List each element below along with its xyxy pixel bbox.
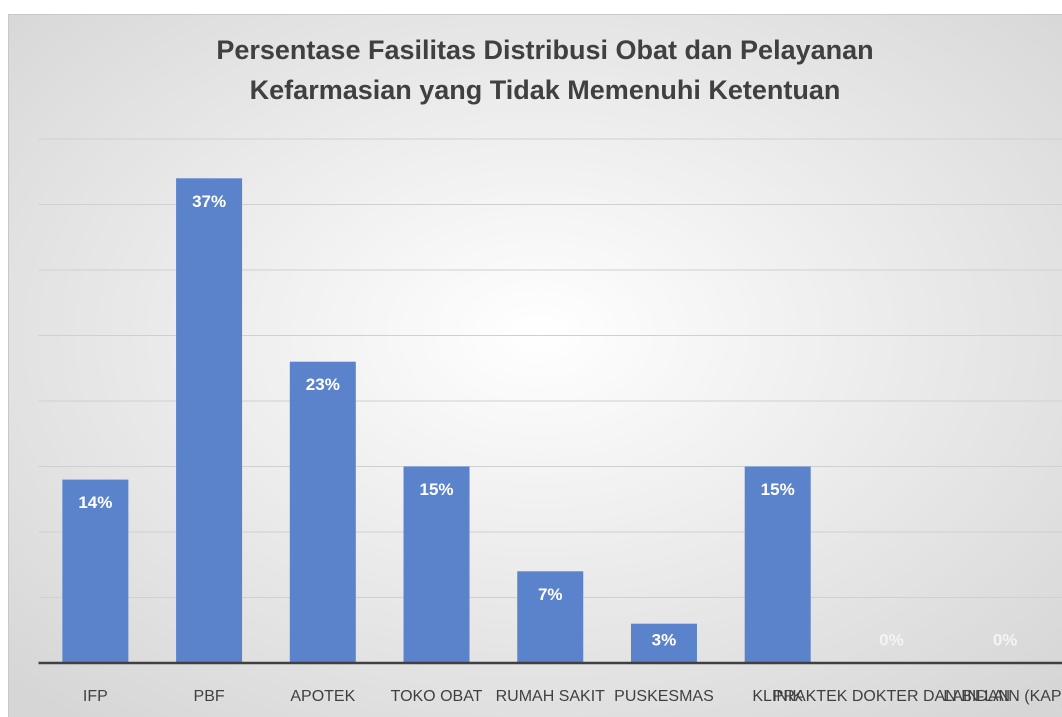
data-label: 23% — [306, 375, 340, 394]
bar — [517, 571, 584, 663]
data-label: 0% — [993, 630, 1018, 649]
x-tick-label: TOKO OBAT — [391, 688, 483, 705]
bar — [176, 178, 243, 664]
x-tick-label: RUMAH SAKIT — [496, 688, 606, 705]
x-tick-label: PRAKTEK DOKTER DAN BIDAN — [773, 688, 1010, 705]
data-label: 15% — [761, 480, 795, 499]
data-label: 14% — [78, 493, 112, 512]
data-label: 7% — [538, 585, 563, 604]
bar — [403, 466, 470, 663]
x-tick-label: KLINIK — [752, 688, 803, 705]
x-tick-label: IFP — [83, 688, 108, 705]
bar — [289, 361, 356, 663]
data-label: 15% — [420, 480, 454, 499]
data-label: 0% — [879, 630, 904, 649]
x-tick-label: APOTEK — [290, 688, 355, 705]
bar — [630, 623, 697, 663]
plot: 14% IFP 37% PBF 23% APOTEK 15% TOKO OBAT 7% RUMAH… — [38, 138, 1062, 705]
chart-title: Kefarmasian yang Tidak Memenuhi Ketentua… — [250, 75, 841, 105]
x-tick-label: PBF — [194, 688, 225, 705]
data-label: 3% — [652, 630, 677, 649]
x-tick-label: PUSKESMAS — [614, 688, 714, 705]
bar — [62, 479, 129, 663]
bar — [744, 466, 811, 663]
x-tick-label: LAIN-LAIN (KAP) — [943, 688, 1062, 705]
chart-title: Persentase Fasilitas Distribusi Obat dan… — [216, 35, 873, 65]
data-label: 37% — [192, 192, 226, 211]
